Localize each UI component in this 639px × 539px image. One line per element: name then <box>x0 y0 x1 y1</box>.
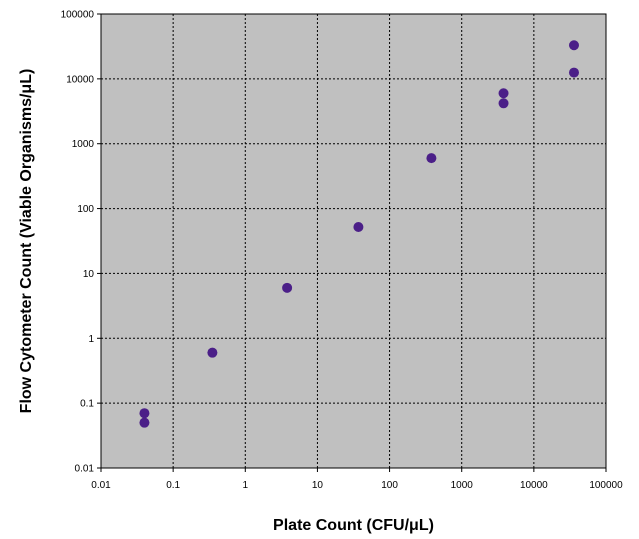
data-points <box>139 40 579 428</box>
x-axis-label: Plate Count (CFU/μL) <box>273 517 434 534</box>
data-point <box>498 98 509 109</box>
x-tick-label: 1 <box>243 480 249 491</box>
axes <box>97 13 607 472</box>
x-tick-label: 10 <box>312 480 324 491</box>
x-tick-label: 10000 <box>520 480 548 491</box>
data-point <box>139 417 150 428</box>
tick-labels: 0.01 0.1 1 10 100 1000 10000 100000 0.01 0.1 1 10 10… <box>61 10 623 492</box>
y-tick-label: 100 <box>77 204 94 215</box>
y-tick-label: 10 <box>83 269 95 280</box>
y-tick-label: 0.01 <box>75 464 95 475</box>
data-point <box>282 282 293 293</box>
data-point <box>139 408 150 419</box>
x-tick-label: 0.01 <box>91 480 111 491</box>
plot-border <box>100 13 607 469</box>
x-tick-label: 1000 <box>451 480 474 491</box>
x-tick-label: 100000 <box>589 480 623 491</box>
x-tick-label: 0.1 <box>166 480 180 491</box>
grid-lines <box>101 14 606 468</box>
y-tick-label: 1 <box>88 334 94 345</box>
data-point <box>207 347 218 358</box>
data-point <box>426 153 437 164</box>
plot-area <box>101 14 606 468</box>
data-point <box>568 67 579 78</box>
y-axis-label: Flow Cytometer Count (Viable Organisms/μ… <box>18 69 35 414</box>
data-point <box>568 40 579 51</box>
data-point <box>498 88 509 99</box>
y-tick-label: 0.1 <box>80 399 94 410</box>
y-tick-label: 10000 <box>66 74 94 85</box>
y-tick-label: 100000 <box>61 10 95 21</box>
y-tick-label: 1000 <box>72 139 95 150</box>
x-tick-label: 100 <box>381 480 398 491</box>
data-point <box>353 221 364 232</box>
